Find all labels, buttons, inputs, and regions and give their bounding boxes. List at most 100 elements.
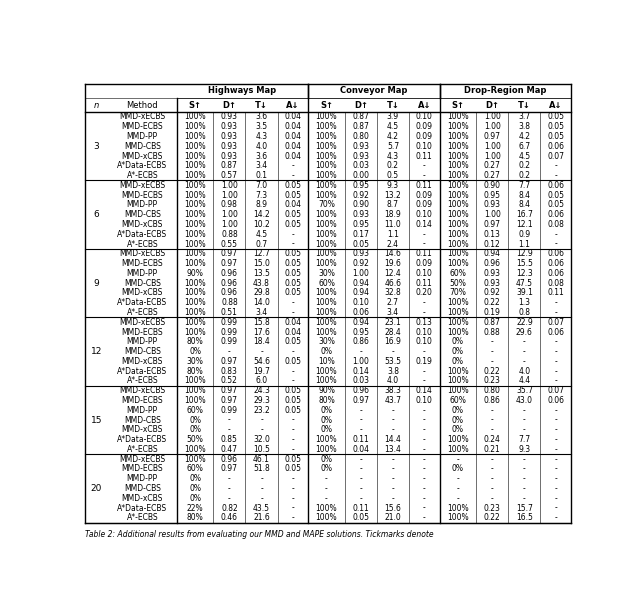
Text: 12.4: 12.4 [385, 269, 401, 278]
Text: 8.7: 8.7 [387, 200, 399, 209]
Text: 0.99: 0.99 [221, 327, 238, 336]
Text: 0.14: 0.14 [416, 387, 433, 395]
Text: 0.80: 0.80 [353, 132, 369, 141]
Text: 43.0: 43.0 [516, 396, 533, 405]
Text: 0.96: 0.96 [221, 288, 238, 297]
Text: 0.5: 0.5 [387, 171, 399, 180]
Text: 0%: 0% [452, 357, 464, 366]
Text: 4.2: 4.2 [387, 132, 399, 141]
Text: 0.09: 0.09 [416, 191, 433, 200]
Text: 12: 12 [91, 347, 102, 356]
Text: 0.10: 0.10 [353, 298, 369, 307]
Text: -: - [325, 474, 328, 483]
Text: 11.0: 11.0 [385, 220, 401, 229]
Text: MMD-xCBS: MMD-xCBS [122, 494, 163, 503]
Text: 8.4: 8.4 [518, 200, 531, 209]
Text: 100%: 100% [447, 142, 468, 151]
Text: MMD-CBS: MMD-CBS [124, 279, 161, 288]
Text: 0.96: 0.96 [484, 259, 501, 268]
Text: -: - [423, 464, 426, 473]
Text: 100%: 100% [316, 162, 337, 170]
Text: 0.05: 0.05 [284, 406, 301, 415]
Text: 100%: 100% [316, 376, 337, 385]
Text: -: - [491, 455, 493, 464]
Text: 4.0: 4.0 [255, 142, 268, 151]
Text: 1.1: 1.1 [387, 230, 399, 239]
Text: 100%: 100% [184, 396, 206, 405]
Text: 0.97: 0.97 [221, 357, 238, 366]
Text: -: - [491, 357, 493, 366]
Text: 0.46: 0.46 [221, 513, 238, 522]
Text: 80%: 80% [187, 337, 204, 346]
Text: 0.05: 0.05 [284, 337, 301, 346]
Text: 0.90: 0.90 [353, 200, 369, 209]
Text: 35.7: 35.7 [516, 387, 533, 395]
Text: 0.05: 0.05 [284, 220, 301, 229]
Text: 0%: 0% [321, 415, 332, 425]
Text: 0.11: 0.11 [353, 435, 369, 444]
Text: 0.7: 0.7 [255, 239, 268, 248]
Text: MMD-CBS: MMD-CBS [124, 415, 161, 425]
Text: -: - [523, 425, 526, 434]
Text: 20: 20 [91, 484, 102, 493]
Text: 7.3: 7.3 [255, 191, 268, 200]
Text: 0%: 0% [452, 347, 464, 356]
Text: Method: Method [127, 101, 158, 110]
Text: -: - [291, 425, 294, 434]
Text: 15.5: 15.5 [516, 259, 533, 268]
Text: 80%: 80% [187, 513, 204, 522]
Text: 0.87: 0.87 [353, 112, 369, 121]
Text: 100%: 100% [184, 191, 206, 200]
Text: 0.99: 0.99 [221, 406, 238, 415]
Text: -: - [260, 415, 263, 425]
Text: 100%: 100% [316, 513, 337, 522]
Text: 0.11: 0.11 [353, 504, 369, 513]
Text: 6: 6 [93, 210, 99, 219]
Text: 0.93: 0.93 [221, 112, 238, 121]
Text: 1.00: 1.00 [221, 220, 238, 229]
Text: 0.93: 0.93 [221, 142, 238, 151]
Text: 0.21: 0.21 [484, 445, 500, 454]
Text: 100%: 100% [447, 112, 468, 121]
Text: 0.10: 0.10 [416, 327, 433, 336]
Text: 100%: 100% [184, 142, 206, 151]
Text: 3.8: 3.8 [518, 122, 531, 131]
Text: -: - [423, 484, 426, 493]
Text: 21.0: 21.0 [385, 513, 401, 522]
Text: 0.20: 0.20 [416, 288, 433, 297]
Text: -: - [392, 464, 394, 473]
Text: 0.1: 0.1 [255, 171, 268, 180]
Text: 0.90: 0.90 [484, 181, 501, 190]
Text: 100%: 100% [447, 181, 468, 190]
Text: -: - [392, 474, 394, 483]
Text: -: - [228, 425, 231, 434]
Text: 0.10: 0.10 [416, 337, 433, 346]
Text: 0.05: 0.05 [547, 112, 564, 121]
Text: 0.17: 0.17 [353, 230, 369, 239]
Text: 1.00: 1.00 [484, 122, 500, 131]
Text: -: - [554, 504, 557, 513]
Text: -: - [291, 376, 294, 385]
Text: 0.9: 0.9 [518, 230, 531, 239]
Text: 0.86: 0.86 [353, 337, 369, 346]
Text: 1.00: 1.00 [353, 269, 369, 278]
Text: 0.95: 0.95 [353, 327, 369, 336]
Text: -: - [554, 162, 557, 170]
Text: -: - [423, 504, 426, 513]
Text: 23.2: 23.2 [253, 406, 270, 415]
Text: 18.4: 18.4 [253, 337, 270, 346]
Text: -: - [228, 415, 231, 425]
Text: Table 2: Additional results from evaluating our MMD and MAPE solutions. Tickmark: Table 2: Additional results from evaluat… [85, 529, 433, 538]
Text: -: - [423, 415, 426, 425]
Text: 0.95: 0.95 [484, 191, 501, 200]
Text: 0.94: 0.94 [484, 249, 501, 258]
Text: 0.93: 0.93 [353, 210, 369, 219]
Text: -: - [554, 298, 557, 307]
Text: 18.9: 18.9 [385, 210, 401, 219]
Text: 1.3: 1.3 [518, 298, 531, 307]
Text: 0.97: 0.97 [221, 387, 238, 395]
Text: -: - [523, 415, 526, 425]
Text: -: - [228, 484, 231, 493]
Text: 0.92: 0.92 [353, 191, 369, 200]
Text: 0.11: 0.11 [416, 249, 433, 258]
